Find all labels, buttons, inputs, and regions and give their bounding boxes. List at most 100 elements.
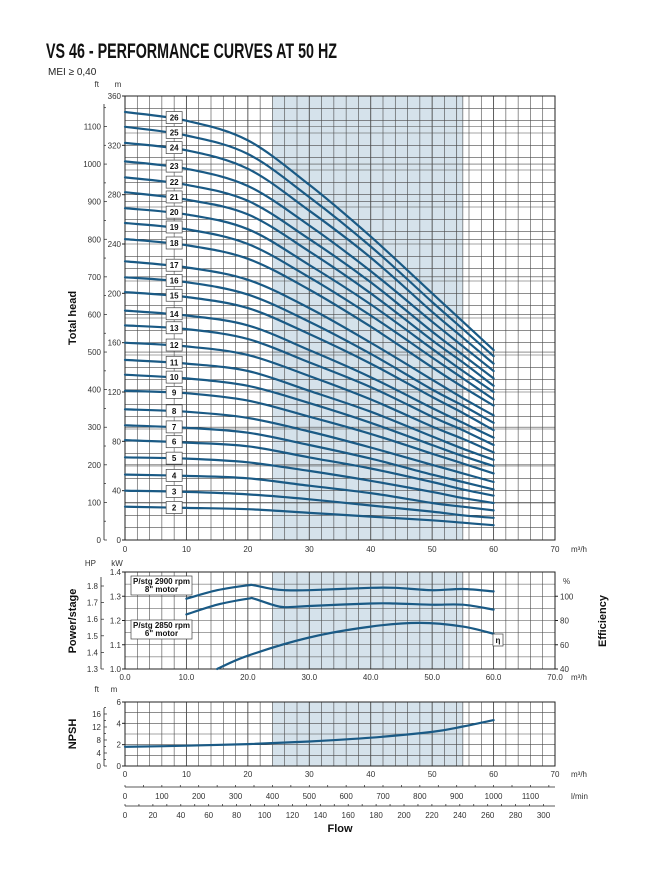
head-curve-stage-4 [123, 473, 495, 512]
head-y-tick-label: 160 [108, 339, 122, 348]
efficiency-label: η [496, 636, 501, 645]
stage-label: 26 [170, 114, 179, 123]
power-hp-tick-label: 1.4 [87, 648, 99, 657]
power-curve-label-box [130, 619, 193, 640]
gpm-tick-label: 220 [425, 811, 439, 820]
stage-label: 3 [172, 487, 177, 496]
stage-label: 4 [172, 471, 177, 480]
efficiency-axis-title: Efficiency [597, 594, 609, 647]
head-y-tick-label: 360 [108, 92, 122, 101]
head-ft-tick-label: 700 [88, 273, 102, 282]
head-curve-stage-13 [123, 324, 495, 447]
npsh-x-tick-label: 40 [366, 770, 375, 779]
stage-label: 23 [170, 162, 179, 171]
stage-label: 13 [170, 324, 179, 333]
head-ft-tick-label: 1100 [84, 122, 102, 131]
head-ft-tick-label: 400 [88, 386, 102, 395]
head-curve-stage-6 [123, 439, 495, 497]
head-y-tick-label: 120 [108, 388, 122, 397]
stage-label: 22 [170, 178, 179, 187]
stage-label-box [165, 321, 183, 335]
stage-label-box [165, 338, 183, 352]
head-x-tick-label: 40 [366, 545, 375, 554]
stage-label-box [165, 190, 183, 204]
head-x-tick-label: 70 [551, 545, 560, 554]
head-ft-tick-label: 100 [88, 498, 102, 507]
efficiency-label-box [492, 633, 504, 647]
stage-label-box [165, 370, 183, 384]
npsh-x-tick-label: 10 [182, 770, 191, 779]
head-curve-stage-14 [123, 309, 495, 439]
stage-label-box [165, 385, 183, 399]
lpm-tick-label: 200 [192, 792, 206, 801]
head-curve-stage-15 [123, 291, 495, 432]
power-x-tick-label: 70.0 [547, 673, 563, 682]
power-curve-label: P/stg 2900 rpm [133, 577, 190, 586]
head-ft-tick-label: 500 [88, 348, 102, 357]
stage-label-box [165, 141, 183, 154]
power-kw-tick-label: 1.2 [110, 617, 122, 626]
head-ft-tick-label: 200 [88, 461, 102, 470]
npsh-x-tick-label: 70 [551, 770, 560, 779]
stage-label-box [165, 258, 183, 272]
stage-label-box [165, 175, 183, 189]
npsh-y-tick-label: 6 [117, 698, 122, 707]
npsh-x-unit: m³/h [571, 770, 587, 779]
stage-label: 7 [172, 423, 177, 432]
gpm-tick-label: 40 [176, 811, 185, 820]
npsh-ft-tick-label: 12 [92, 723, 101, 732]
efficiency-tick-label: 60 [560, 641, 569, 650]
stage-label: 18 [170, 239, 179, 248]
efficiency-tick-label: 100 [560, 592, 574, 601]
npsh-ft-tick-label: 16 [92, 710, 101, 719]
stage-label: 19 [170, 223, 179, 232]
head-curve-stage-19 [123, 221, 495, 401]
head-x-tick-label: 60 [489, 545, 498, 554]
head-curve-stage-9 [123, 389, 495, 475]
power-curve-label: P/stg 2850 rpm [133, 621, 190, 630]
npsh-m-unit: m [111, 685, 118, 694]
npsh-axis-title: NPSH [67, 719, 79, 750]
gpm-tick-label: 120 [286, 811, 300, 820]
stage-label-box [165, 236, 183, 250]
npsh-ft-tick-label: 8 [97, 736, 102, 745]
gpm-tick-label: 0 [123, 811, 128, 820]
power-hp-tick-label: 1.6 [87, 615, 99, 624]
head-y-tick-label: 240 [108, 240, 122, 249]
head-curve-stage-26 [123, 110, 495, 352]
power-kw-tick-label: 1.4 [110, 568, 122, 577]
power-curve-0 [185, 583, 495, 600]
npsh-ft-tick-label: 4 [97, 749, 102, 758]
mei-subtitle: MEI ≥ 0,40 [48, 67, 97, 78]
stage-label-box [165, 451, 183, 465]
stage-label: 20 [170, 208, 179, 217]
stage-label: 10 [170, 373, 179, 382]
head-curve-stage-24 [123, 141, 495, 365]
npsh-x-tick-label: 30 [305, 770, 314, 779]
flow-axis-title: Flow [327, 823, 352, 835]
power-x-tick-label: 20.0 [240, 673, 256, 682]
page-title: VS 46 - PERFORMANCE CURVES AT 50 HZ [46, 40, 337, 63]
npsh-x-tick-label: 50 [428, 770, 437, 779]
head-ft-tick-label: 0 [97, 536, 102, 545]
head-x-unit: m³/h [571, 545, 587, 554]
head-ft-tick-label: 900 [88, 198, 102, 207]
head-plot-frame [124, 95, 556, 541]
power-curve-1 [185, 596, 495, 616]
power-x-tick-label: 40.0 [363, 673, 379, 682]
head-m-unit: m [115, 80, 122, 89]
npsh-x-tick-label: 0 [123, 770, 128, 779]
power-hp-tick-label: 1.3 [87, 665, 99, 674]
power-hp-tick-label: 1.7 [87, 599, 99, 608]
head-ft-tick-label: 300 [88, 423, 102, 432]
head-x-tick-label: 30 [305, 545, 314, 554]
head-x-tick-label: 10 [182, 545, 191, 554]
head-y-tick-label: 280 [108, 191, 122, 200]
efficiency-unit: % [563, 577, 570, 586]
power-x-tick-label: 50.0 [424, 673, 440, 682]
head-ft-tick-label: 800 [88, 235, 102, 244]
stage-label: 11 [170, 358, 179, 367]
gpm-tick-label: 60 [204, 811, 213, 820]
stage-label: 8 [172, 407, 177, 416]
stage-label-box [165, 501, 183, 514]
